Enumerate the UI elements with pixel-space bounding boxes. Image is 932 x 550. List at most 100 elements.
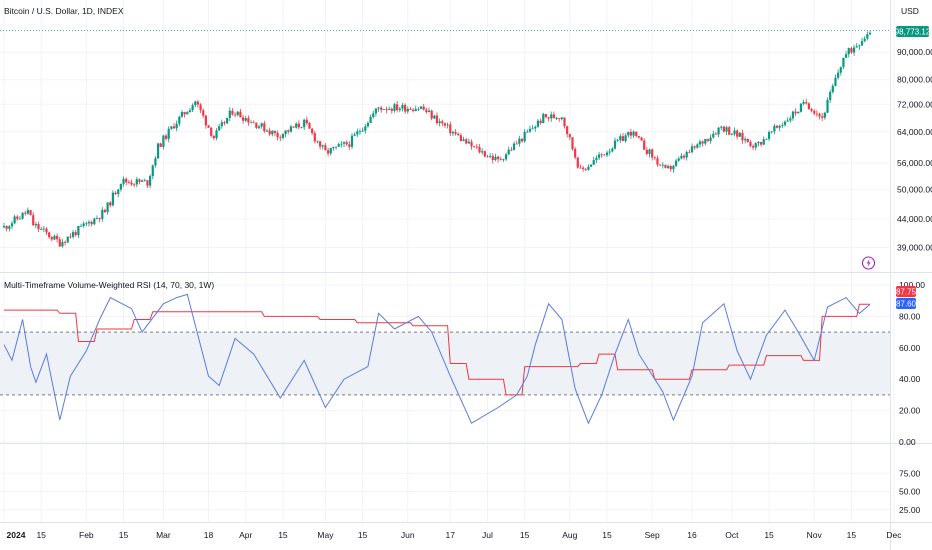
candle <box>791 110 795 121</box>
candle <box>449 121 452 136</box>
rsi-axis[interactable]: 100.00 80.00 60.00 40.00 20.00 0.00 <box>899 280 925 447</box>
candle <box>786 117 789 122</box>
candle <box>228 107 231 122</box>
candle <box>297 120 300 130</box>
candle <box>600 152 603 158</box>
candle <box>725 125 728 135</box>
candle <box>613 137 617 150</box>
candle <box>526 129 529 133</box>
candle <box>321 144 324 150</box>
candle <box>393 102 396 113</box>
candle <box>539 118 542 125</box>
candle <box>441 119 444 127</box>
candle <box>659 164 662 167</box>
candle <box>194 100 197 108</box>
candle <box>566 125 569 138</box>
candle <box>842 57 845 70</box>
time-tick-label: Apr <box>239 530 252 540</box>
candle <box>669 164 672 172</box>
bolt-icon[interactable] <box>861 256 876 270</box>
candle <box>319 140 322 150</box>
candle <box>826 97 829 113</box>
candle <box>608 148 611 156</box>
candle <box>643 138 646 150</box>
candle <box>90 220 93 227</box>
time-tick-label: Sep <box>645 530 660 540</box>
candle <box>712 130 715 139</box>
lower-tick-label: 50.00 <box>899 487 921 497</box>
candle <box>499 156 502 161</box>
price-tick-label: 39,000.00 <box>897 242 932 252</box>
candle <box>303 118 306 131</box>
candle <box>749 139 752 148</box>
time-tick-label: 15 <box>847 530 857 540</box>
currency-label[interactable]: USD <box>901 6 919 16</box>
candle <box>220 119 223 129</box>
time-axis[interactable]: 2024 15 Feb 15 Mar 18 Apr 15 May 15 Jun 17 Jul 15 Aug 1… <box>7 530 903 540</box>
time-tick-label: 15 <box>119 530 129 540</box>
candle <box>773 123 776 135</box>
candle <box>350 132 354 149</box>
candle <box>53 234 56 241</box>
price-tick-label: 80,000.00 <box>897 75 932 85</box>
lower-pane-axis[interactable]: 75.00 50.00 25.00 <box>899 468 921 515</box>
candlestick-series <box>2 30 872 248</box>
candle <box>664 164 667 169</box>
candle <box>207 125 210 129</box>
candle <box>829 89 832 103</box>
candle <box>210 127 213 138</box>
rsi-htf-line <box>4 303 870 396</box>
candle <box>571 136 574 151</box>
candle <box>799 103 803 113</box>
candle <box>114 190 117 196</box>
candle <box>491 153 494 164</box>
indicator-title[interactable]: Multi-Timeframe Volume-Weighted RSI (14,… <box>4 280 214 290</box>
candle <box>417 107 420 111</box>
candle <box>510 146 513 152</box>
candle <box>759 142 763 147</box>
candle <box>818 112 821 120</box>
candle <box>149 174 152 189</box>
candle <box>324 143 327 151</box>
candle <box>462 136 465 142</box>
candle <box>837 69 840 80</box>
candle <box>496 155 500 163</box>
candle <box>688 149 691 154</box>
candle <box>584 167 587 172</box>
candle <box>175 120 178 132</box>
candle <box>550 111 553 122</box>
candle <box>143 178 146 182</box>
price-tick-label: 90,000.00 <box>897 47 932 57</box>
candle <box>475 143 478 150</box>
candle <box>141 179 144 183</box>
time-tick-label: 15 <box>36 530 46 540</box>
candle <box>783 120 787 127</box>
candle <box>619 133 622 143</box>
candle <box>653 156 656 161</box>
rsi-htf-value-label: 87.75 <box>896 288 917 297</box>
candle <box>308 121 311 129</box>
time-tick-label: Jun <box>401 530 415 540</box>
candle <box>122 176 125 187</box>
candle <box>271 130 274 137</box>
candle <box>677 156 680 162</box>
candle <box>595 155 598 164</box>
candle <box>616 138 619 142</box>
candle <box>374 108 378 117</box>
time-tick-label: Mar <box>156 530 171 540</box>
candle <box>284 130 287 138</box>
price-axis[interactable]: 90,000.00 80,000.00 72,000.00 64,000.00 56,0… <box>897 47 932 252</box>
candle <box>802 99 805 106</box>
candle <box>685 150 688 161</box>
candle <box>542 112 545 124</box>
candle <box>741 129 744 144</box>
candle <box>815 110 818 117</box>
candle <box>494 153 497 162</box>
time-tick-label: 15 <box>278 530 288 540</box>
symbol-title[interactable]: Bitcoin / U.S. Dollar, 1D, INDEX <box>4 6 124 16</box>
candle <box>454 129 457 136</box>
candle <box>340 141 343 148</box>
candle <box>32 212 35 226</box>
candle <box>204 114 207 129</box>
